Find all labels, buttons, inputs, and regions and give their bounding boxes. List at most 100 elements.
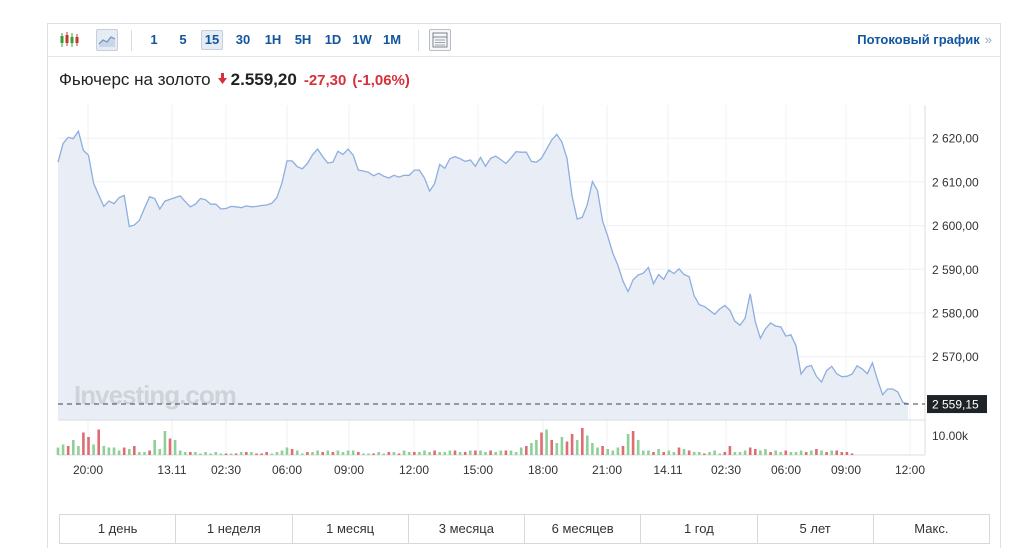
volume-bar	[835, 450, 838, 455]
volume-bar	[72, 440, 75, 455]
volume-bar	[117, 450, 121, 455]
x-tick-label: 12:00	[399, 463, 429, 477]
x-tick-label: 06:00	[272, 463, 302, 477]
volume-bar	[183, 452, 187, 455]
volume-bar	[433, 450, 436, 455]
volume-bar	[672, 452, 676, 455]
interval-button-1m[interactable]: 1M	[382, 32, 402, 47]
volume-bar	[525, 446, 528, 455]
volume-bar	[754, 449, 757, 455]
volume-bar	[214, 452, 218, 455]
range-button-2[interactable]: 1 неделя	[176, 515, 293, 543]
volume-bar	[652, 452, 655, 455]
range-button-1[interactable]: 1 день	[60, 515, 177, 543]
volume-bar	[799, 450, 803, 455]
volume-bar	[657, 449, 660, 455]
streaming-chart-label: Потоковый график	[857, 32, 980, 47]
volume-bar	[382, 453, 385, 455]
interval-button-15[interactable]: 15	[201, 30, 223, 50]
y-tick-label: 2 570,00	[932, 350, 979, 364]
table-view-icon[interactable]	[429, 29, 451, 51]
volume-bar	[631, 431, 635, 455]
price-change: -27,30	[303, 71, 347, 89]
price-chart[interactable]: Investing.com 2 559,15 2 620,00 2 610,00 2 6…	[0, 0, 1024, 490]
volume-bar	[178, 450, 182, 455]
volume-bar	[107, 447, 111, 455]
volume-bar	[514, 452, 518, 455]
volume-bar	[555, 443, 559, 455]
volume-bar	[850, 453, 854, 455]
volume-bar	[413, 452, 416, 455]
range-button-8[interactable]: Макс.	[914, 521, 949, 536]
volume-bar	[290, 449, 294, 455]
volume-bar	[402, 450, 406, 455]
volume-bar	[601, 446, 604, 455]
volume-bar	[698, 452, 701, 455]
volume-bar	[784, 450, 788, 455]
volume-bar	[565, 441, 569, 455]
volume-bar	[810, 450, 813, 455]
range-button-4[interactable]: 3 месяца	[409, 515, 525, 543]
last-price-marker	[927, 395, 987, 414]
volume-bar	[794, 452, 798, 455]
investing-watermark: Investing.com	[74, 380, 236, 410]
interval-button-5h[interactable]: 5H	[294, 32, 312, 47]
volume-bar	[815, 449, 818, 455]
range-button-3[interactable]: 1 месяц	[293, 515, 409, 543]
volume-bar	[682, 449, 686, 455]
range-button-5[interactable]: 6 месяцев	[525, 515, 642, 543]
volume-bar	[102, 446, 106, 455]
volume-bar	[250, 452, 253, 455]
volume-bar	[636, 440, 640, 455]
x-tick-label: 09:00	[831, 463, 861, 477]
volume-bar	[443, 452, 447, 455]
candlestick-chart-icon[interactable]	[58, 29, 80, 51]
volume-bar	[204, 452, 207, 455]
x-tick-label: 20:00	[73, 463, 103, 477]
volume-bar	[596, 447, 599, 455]
volume-bar	[545, 429, 548, 455]
interval-button-1w[interactable]: 1W	[352, 32, 372, 47]
y-tick-label: 2 620,00	[932, 132, 979, 146]
volume-bar	[128, 449, 131, 455]
volume-bar	[295, 450, 299, 455]
x-tick-label: 14.11	[653, 463, 682, 477]
volume-bar	[428, 452, 431, 455]
double-chevron-right-icon: »	[984, 32, 992, 47]
volume-bar	[326, 450, 330, 455]
volume-bar	[687, 450, 691, 455]
volume-bar	[764, 449, 767, 455]
interval-button-1d[interactable]: 1D	[324, 32, 342, 47]
price-change-percent: (-1,06%)	[352, 71, 410, 89]
x-tick-label: 06:00	[771, 463, 801, 477]
volume-bar	[616, 447, 620, 455]
volume-bar	[474, 450, 477, 455]
interval-button-5[interactable]: 5	[179, 32, 187, 47]
volume-bar	[122, 447, 126, 455]
volume-bar	[586, 435, 589, 455]
interval-button-30[interactable]: 30	[235, 32, 251, 47]
interval-button-1[interactable]: 1	[150, 32, 158, 47]
volume-bar	[820, 450, 823, 455]
volume-bar	[423, 450, 426, 455]
volume-bar	[168, 438, 172, 455]
volume-bar	[606, 449, 609, 455]
volume-bar	[738, 452, 742, 455]
area-chart-icon[interactable]	[96, 29, 118, 51]
volume-bar	[265, 452, 268, 455]
volume-bar	[647, 450, 650, 455]
volume-bar	[270, 453, 274, 455]
chart-toolbar: 1 5 15 30 1H 5H 1D 1W 1M Потоковый график»	[48, 24, 1000, 57]
volume-bar	[840, 452, 844, 455]
range-button-6[interactable]: 1 год	[641, 515, 758, 543]
streaming-chart-link[interactable]: Потоковый график »	[857, 32, 992, 47]
volume-bar	[469, 450, 472, 455]
volume-bar	[407, 452, 411, 455]
interval-button-1h[interactable]: 1H	[264, 32, 282, 47]
volume-bar	[718, 453, 721, 455]
volume-bar	[97, 429, 100, 455]
volume-bar	[189, 452, 192, 455]
volume-bar	[209, 453, 212, 455]
volume-bar	[677, 447, 681, 455]
range-button-7[interactable]: 5 лет	[758, 515, 874, 543]
